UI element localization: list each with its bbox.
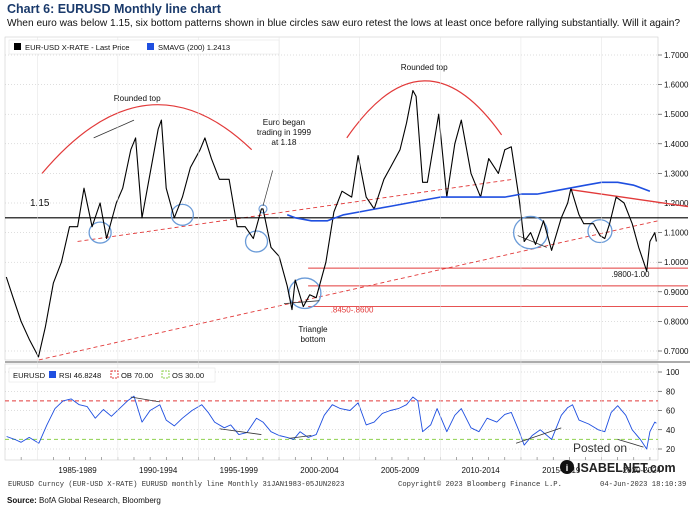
watermark-posted-on: Posted on [573,441,627,455]
rsi-panel-frame [4,363,659,461]
rsi-divergence-line [130,396,160,403]
x-tick-label: 2020-2024 [623,466,662,475]
price-y-tick-label: 0.9000 [664,288,689,297]
rsi-divergence-line [515,427,562,444]
bottom-pattern-circle [170,203,195,226]
price-annotations: 1.15 Rounded top Rounded top Euro begantrad… [5,63,689,361]
annotation-rounded-top-1: Rounded top [114,94,161,103]
bottom-pattern-circle [512,215,549,250]
bottom-bar-copyright: Copyright© 2023 Bloomberg Finance L.P. [398,480,562,489]
annotation-euro-began-3: at 1.18 [271,138,296,147]
bottom-bar-description: EURUSD Curncy (EUR-USD X-RATE) EURUSD mo… [8,481,344,489]
x-tick-label: 1990-1994 [139,466,178,475]
price-panel-frame [4,36,659,361]
price-series [5,89,657,358]
price-legend: EUR-USD X-RATE - Last Price SMAVG (200) … [8,39,280,55]
rsi-legend: EURUSD RSI 46.8248 OB 70.00 OS 30.00 [8,367,216,383]
source-label: Source: [7,496,37,505]
retest-line [517,235,547,248]
legend-swatch-price [14,43,21,50]
price-y-axis: 1.7000 1.6000 1.5000 1.4000 1.3000 1.2000 1.10… [658,51,689,356]
bottom-pattern-circle [88,221,112,244]
rsi-divergence-line [219,428,262,435]
rsi-divergence-line [617,438,644,448]
level-1-15-label: 1.15 [30,198,50,209]
legend-label-sma: SMAVG (200) 1.2413 [158,43,230,52]
price-y-tick-label: 1.7000 [664,51,689,60]
bottom-bar-timestamp: 04-Jun-2023 18:10:39 [600,481,686,489]
chart-subtitle: When euro was below 1.15, six bottom pat… [7,18,681,29]
watermark-logo-icon [560,460,574,474]
price-y-tick-label: 0.8000 [664,317,689,326]
price-y-tick-label: 1.4000 [664,140,689,149]
rsi-series [5,395,658,450]
page-title: Chart 6: EURUSD Monthly line chart [7,2,221,16]
rsi-y-tick-label: 40 [666,426,675,435]
price-y-tick-label: 1.1000 [664,229,689,238]
watermark-brand: ISABELNET.com [577,461,676,475]
annotation-euro-began-1: Euro began [263,118,306,127]
rounded-top-pointer [93,119,135,139]
watermark-logo-glyph: i [566,463,569,473]
rounded-top-arc-1 [41,104,253,174]
rsi-y-tick-label: 100 [666,368,680,377]
source-text: BofA Global Research, Bloomberg [39,496,161,505]
rsi-y-tick-label: 60 [666,407,675,416]
bottom-bar: EURUSD Curncy (EUR-USD X-RATE) EURUSD mo… [8,480,686,489]
legend-swatch-sma [147,43,154,50]
bottom-pattern-circle [244,230,269,253]
price-line-sma200 [286,181,651,222]
rsi-y-axis: 100 80 60 40 20 [658,368,680,454]
x-tick-label: 2005-2009 [381,466,420,475]
annotation-parity-range: .9800-1.00 [611,270,650,279]
annotation-rounded-top-2: Rounded top [401,63,448,72]
legend-swatch-ob [110,370,119,379]
legend-label-rsi: RSI 46.8248 [59,371,101,380]
x-tick-label: 2010-2014 [462,466,501,475]
price-y-tick-label: 1.6000 [664,81,689,90]
price-y-tick-label: 1.3000 [664,169,689,178]
price-y-tick-label: 1.2000 [664,199,689,208]
x-tick-label: 1985-1989 [58,466,97,475]
annotation-support-range: .8450-.8600 [331,306,374,315]
trendline-long-support [38,220,659,361]
annotation-triangle-1: Triangle [298,325,328,334]
trendline-resistance [570,188,689,208]
legend-label-os: OS 30.00 [172,371,204,380]
price-y-tick-label: 0.7000 [664,347,689,356]
annotation-triangle-2: bottom [300,335,325,344]
source-note: Source: BofA Global Research, Bloomberg [7,496,161,505]
rsi-y-tick-label: 20 [666,445,675,454]
annotation-euro-began-2: trading in 1999 [257,128,312,137]
rounded-top-arc-2 [346,80,503,139]
legend-label-price: EUR-USD X-RATE - Last Price [25,43,130,52]
chart-canvas: 1.7000 1.6000 1.5000 1.4000 1.3000 1.2000 1.10… [4,36,690,489]
legend-swatch-os [161,370,170,379]
price-line-eurusd [5,89,657,358]
bottom-pattern-circle [587,219,613,244]
x-tick-label: 2000-2004 [300,466,339,475]
legend-swatch-rsi [49,371,56,378]
rsi-divergence-line [288,435,312,439]
rsi-y-tick-label: 80 [666,387,675,396]
x-tick-label: 1995-1999 [220,466,259,475]
price-y-tick-label: 1.0000 [664,258,689,267]
watermark: Posted on i ISABELNET.com [560,441,676,475]
legend-label-ob: OB 70.00 [121,371,153,380]
legend-label-rsi-panel: EURUSD [13,371,46,380]
euro-launch-pointer [262,170,273,207]
price-y-tick-label: 1.5000 [664,110,689,119]
rsi-line [6,395,657,450]
